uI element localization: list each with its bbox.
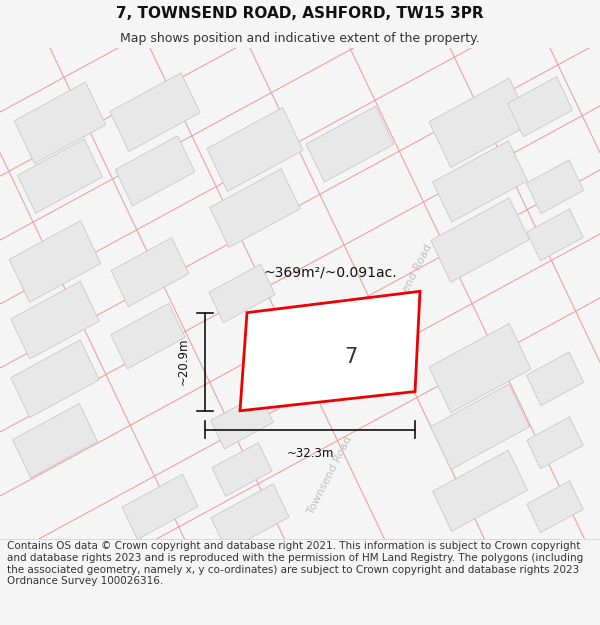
Text: Townsend Road: Townsend Road (386, 242, 434, 324)
Polygon shape (429, 324, 531, 412)
Text: 7: 7 (344, 347, 357, 367)
Polygon shape (211, 484, 289, 551)
Polygon shape (11, 340, 99, 418)
Polygon shape (431, 198, 529, 282)
Polygon shape (207, 107, 303, 191)
Polygon shape (526, 160, 584, 214)
Polygon shape (433, 450, 527, 531)
Text: ~32.3m: ~32.3m (286, 447, 334, 460)
Polygon shape (433, 141, 527, 222)
Polygon shape (429, 78, 531, 168)
Text: ~20.9m: ~20.9m (176, 338, 190, 386)
Polygon shape (14, 82, 106, 164)
Polygon shape (508, 77, 572, 137)
Text: Map shows position and indicative extent of the property.: Map shows position and indicative extent… (120, 32, 480, 45)
Polygon shape (212, 442, 272, 496)
Polygon shape (110, 72, 200, 151)
Polygon shape (9, 221, 101, 302)
Polygon shape (211, 394, 274, 449)
Text: 7, TOWNSEND ROAD, ASHFORD, TW15 3PR: 7, TOWNSEND ROAD, ASHFORD, TW15 3PR (116, 6, 484, 21)
Polygon shape (240, 291, 420, 411)
Polygon shape (115, 136, 195, 206)
Polygon shape (17, 139, 103, 213)
Polygon shape (111, 238, 189, 307)
Polygon shape (11, 281, 99, 359)
Polygon shape (111, 303, 185, 369)
Text: Townsend Road: Townsend Road (306, 434, 354, 516)
Polygon shape (210, 169, 300, 248)
Polygon shape (122, 474, 198, 539)
Polygon shape (527, 481, 583, 532)
Text: Contains OS data © Crown copyright and database right 2021. This information is : Contains OS data © Crown copyright and d… (7, 541, 583, 586)
Polygon shape (527, 209, 583, 261)
Polygon shape (209, 264, 275, 322)
Polygon shape (13, 404, 97, 478)
Text: ~369m²/~0.091ac.: ~369m²/~0.091ac. (263, 265, 397, 279)
Polygon shape (431, 384, 529, 469)
Polygon shape (526, 352, 584, 406)
Polygon shape (527, 417, 583, 469)
Polygon shape (306, 106, 394, 182)
